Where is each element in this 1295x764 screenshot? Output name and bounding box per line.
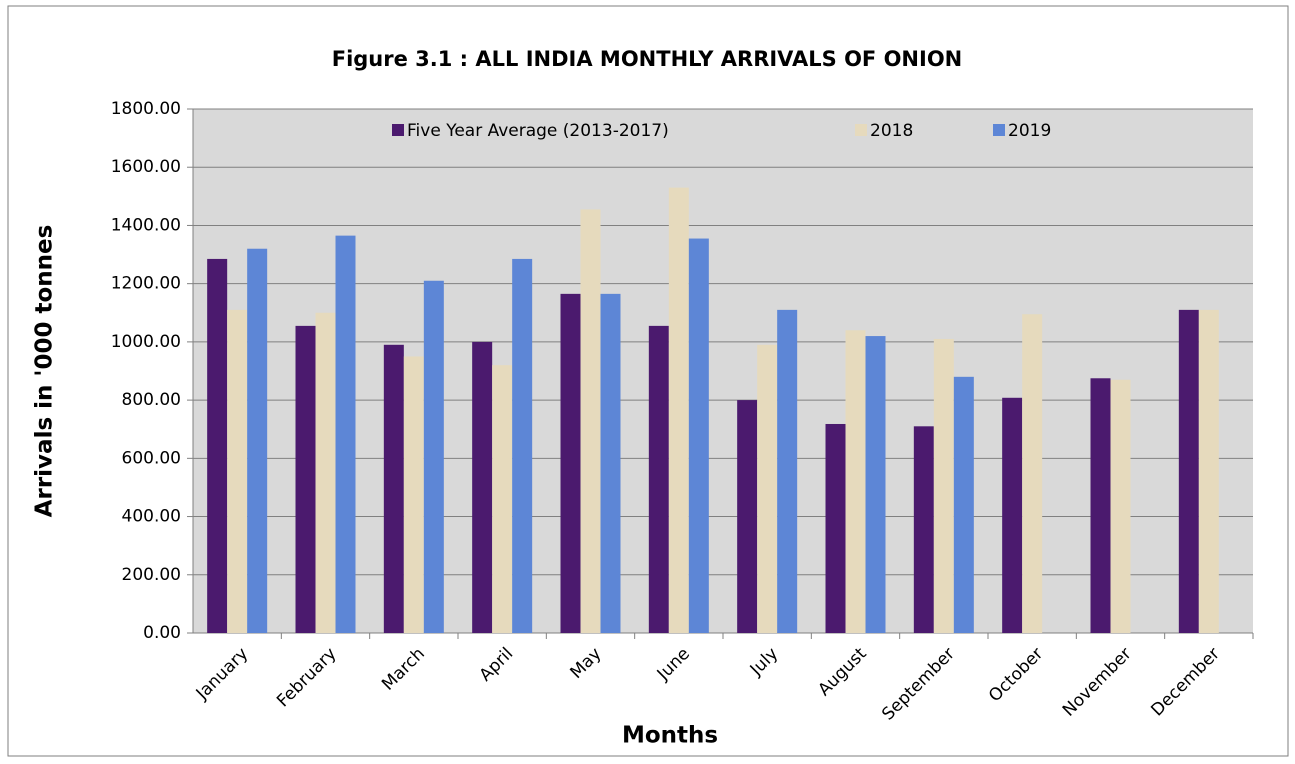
legend-swatch [993, 124, 1005, 136]
bar [668, 187, 689, 633]
bar [207, 258, 228, 633]
y-tick-label: 1800.00 [111, 99, 181, 119]
bar [648, 325, 669, 633]
legend-label: 2019 [1008, 121, 1051, 141]
bar [295, 325, 316, 633]
bar [227, 309, 248, 633]
bar [757, 344, 778, 633]
bar [335, 235, 356, 633]
y-tick-label: 800.00 [122, 390, 181, 410]
plot-area [193, 109, 1253, 633]
bar [737, 400, 758, 633]
y-tick-label: 1400.00 [111, 215, 181, 235]
bar [953, 376, 974, 633]
bar [865, 336, 886, 633]
bar [933, 338, 954, 633]
y-tick-label: 400.00 [122, 507, 181, 527]
bar [1110, 379, 1131, 633]
bar [913, 426, 934, 633]
y-tick-label: 600.00 [122, 448, 181, 468]
y-tick-label: 1200.00 [111, 274, 181, 294]
bar [247, 248, 268, 633]
bar [688, 238, 709, 634]
bar [512, 258, 533, 633]
y-tick-label: 1000.00 [111, 332, 181, 352]
y-tick-label: 200.00 [122, 565, 181, 585]
bar [472, 341, 493, 633]
legend-swatch [392, 124, 404, 136]
bar [1002, 397, 1023, 633]
bar [383, 344, 404, 633]
bar [560, 293, 581, 633]
bar [1090, 378, 1111, 633]
bar [580, 209, 601, 633]
y-tick-label: 0.00 [143, 623, 181, 643]
bar [600, 293, 621, 633]
y-tick-label: 1600.00 [111, 157, 181, 177]
bar [492, 365, 513, 633]
legend-label: 2018 [870, 121, 913, 141]
legend-swatch [855, 124, 867, 136]
bar [825, 423, 846, 633]
bar [777, 309, 798, 633]
legend-label: Five Year Average (2013-2017) [407, 121, 669, 141]
bar [1198, 309, 1219, 633]
chart-title: Figure 3.1 : ALL INDIA MONTHLY ARRIVALS … [332, 47, 963, 71]
bar [315, 312, 336, 633]
bar [423, 280, 444, 633]
bar [403, 356, 424, 633]
bar [1022, 314, 1043, 633]
bar [1178, 309, 1199, 633]
x-axis-title: Months [622, 723, 718, 749]
y-axis-title: Arrivals in '000 tonnes [32, 225, 58, 518]
bar [845, 330, 866, 633]
